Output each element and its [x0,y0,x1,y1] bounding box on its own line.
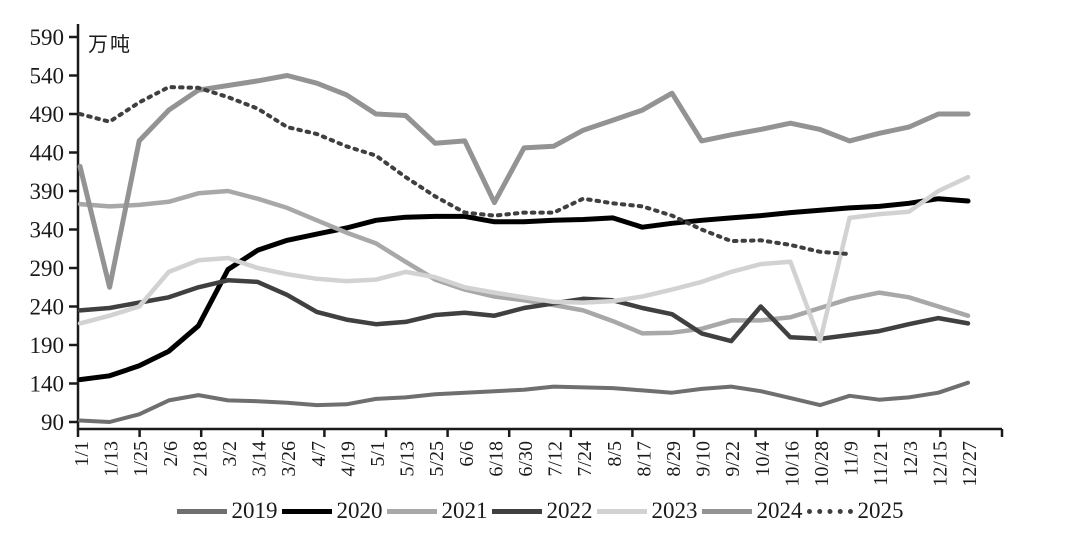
legend-item-2021: 2021 [386,498,488,524]
x-axis-tick-label: 9/10 [693,441,715,477]
x-axis-tick-label: 12/15 [929,441,951,487]
legend-line-sample [491,508,542,514]
x-axis-tick-label: 9/22 [722,441,744,477]
x-axis-tick-label: 8/29 [663,441,685,477]
legend-label: 2025 [857,498,904,523]
series-line-2020 [77,196,971,383]
y-axis-tick-label: 90 [41,410,64,435]
x-axis-tick-label: 6/30 [515,441,537,477]
x-axis-tick-label: 7/24 [574,441,596,477]
y-axis-tick-label: 490 [30,102,65,127]
series-line-2019 [78,380,970,424]
series-line-2023 [77,174,971,344]
legend-label: 2024 [756,498,803,523]
x-axis-tick-label: 5/13 [397,441,419,477]
legend-label: 2019 [231,498,278,523]
y-axis-tick-label: 540 [30,64,65,89]
series-line-2021 [77,188,971,336]
x-axis-tick-label: 12/3 [900,441,922,477]
series-line-2025 [78,85,852,257]
legend-item-2020: 2020 [281,498,383,524]
chart-legend: 2019 2020 2021 2022 2023 2024 2025 [0,498,1080,524]
y-axis-tick-label: 440 [30,141,65,166]
x-axis-tick-label: 8/5 [604,441,626,467]
legend-label: 2021 [441,498,488,523]
y-axis-tick-label: 290 [30,256,65,281]
x-axis-tick-label: 2/6 [160,441,182,467]
legend-line-sample [386,508,437,514]
legend-item-2024: 2024 [701,498,803,524]
x-axis-tick-label: 10/4 [752,441,774,477]
legend-line-sample [701,508,752,514]
x-axis-tick-label: 10/28 [811,441,833,487]
x-axis-tick-label: 6/18 [485,441,507,477]
x-axis-tick-label: 8/17 [633,441,655,477]
legend-line-sample [281,508,332,514]
y-axis-tick-label: 590 [30,25,65,50]
legend-line-sample [176,508,227,514]
x-axis-tick-label: 5/25 [426,441,448,477]
x-axis-tick-label: 5/1 [367,441,389,467]
legend-label: 2020 [336,498,383,523]
y-axis-tick-label: 140 [30,372,65,397]
x-axis-tick-label: 10/16 [781,441,803,487]
x-axis-tick-label: 4/19 [337,441,359,477]
x-axis-tick-label: 6/6 [456,441,478,467]
y-axis-tick-label: 390 [30,179,65,204]
x-axis-tick-label: 4/7 [308,441,330,467]
y-axis-unit-label: 万吨 [88,34,132,56]
series-line-2024 [77,73,971,290]
x-axis-tick-label: 3/2 [219,441,241,467]
legend-line-sample [806,508,853,514]
legend-label: 2022 [546,498,593,523]
x-axis-tick-label: 1/25 [130,441,152,477]
legend-item-2023: 2023 [596,498,698,524]
legend-item-2019: 2019 [176,498,278,524]
series-line-2022 [77,278,971,344]
x-axis-tick-label: 1/1 [71,441,93,467]
x-axis-tick-label: 3/14 [249,441,271,477]
y-axis-tick-label: 240 [30,295,65,320]
legend-item-2022: 2022 [491,498,593,524]
y-axis-tick-label: 190 [30,333,65,358]
x-axis-tick-label: 12/27 [959,441,981,487]
legend-label: 2023 [651,498,698,523]
x-axis-tick-label: 1/13 [101,441,123,477]
x-axis-tick-label: 3/26 [278,441,300,477]
legend-line-sample [596,508,647,514]
y-axis-tick-label: 340 [30,218,65,243]
x-axis-tick-label: 2/18 [189,441,211,477]
legend-item-2025: 2025 [806,498,904,524]
x-axis-tick-label: 7/12 [545,441,567,477]
x-axis-tick-label: 11/21 [870,441,892,486]
x-axis-tick-label: 11/9 [841,441,863,476]
